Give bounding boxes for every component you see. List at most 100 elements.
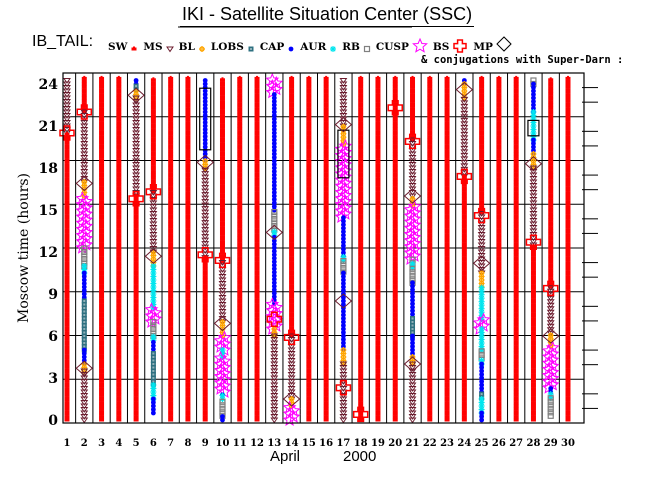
x-tick-label: 3 (98, 438, 105, 449)
cap-segment (81, 270, 87, 304)
ms-mark (80, 375, 89, 382)
x-tick-label: 14 (285, 438, 299, 449)
x-tick-label: 20 (388, 438, 402, 449)
x-tick-label: 13 (267, 438, 281, 449)
cap-mark (220, 417, 225, 423)
lobs-mark (150, 361, 156, 367)
ms-mark (63, 120, 71, 126)
ms-mark (218, 281, 227, 287)
cap-mark (202, 102, 208, 108)
cap-mark (202, 141, 208, 146)
lobs-mark (81, 333, 87, 339)
ms-mark (132, 155, 141, 161)
ms-mark (132, 113, 141, 119)
lobs-mark (150, 358, 156, 363)
legend-label-sw: SW (108, 41, 128, 53)
aur-mark (150, 263, 157, 269)
sw-segment (64, 131, 70, 422)
day-column-12 (254, 75, 260, 422)
ms-mark (132, 151, 141, 158)
y-tick-label: 9 (48, 287, 58, 303)
sw-segment (99, 75, 105, 422)
sw-segment (530, 243, 536, 422)
ms-mark (63, 102, 71, 109)
ms-mark (132, 123, 141, 130)
rb-mark (219, 402, 226, 409)
ms-mark (149, 200, 158, 207)
y-tick-label: 21 (39, 119, 58, 135)
legend-label-aur: AUR (300, 41, 327, 53)
ms-mark (80, 148, 89, 154)
ms-mark (132, 165, 141, 172)
sw-mark (254, 75, 260, 80)
ms-mark (132, 120, 141, 126)
ms-mark (80, 172, 89, 179)
ms-mark (80, 137, 89, 144)
ms-mark (132, 176, 141, 182)
ms-mark (201, 237, 210, 244)
day-column-6 (144, 77, 163, 416)
ms-mark (80, 120, 89, 126)
cap-mark (202, 130, 208, 136)
ms-mark (201, 234, 210, 241)
ms-mark (149, 193, 158, 200)
aur-mark (219, 347, 226, 353)
ms-mark (63, 92, 71, 98)
cap-mark (150, 346, 156, 352)
sw-segment (306, 75, 312, 422)
ms-mark (149, 190, 158, 196)
legend-symbol (288, 46, 294, 52)
ms-segment (63, 78, 71, 137)
x-tick-label: 15 (302, 438, 316, 449)
ms-mark (132, 102, 141, 109)
bl-mark (81, 361, 88, 367)
ms-mark (201, 167, 210, 174)
bl-mark (133, 88, 140, 94)
ms-mark (80, 382, 89, 389)
day-column-8 (185, 75, 191, 422)
ms-mark (63, 85, 71, 91)
ms-mark (80, 403, 89, 410)
cap-mark (202, 81, 208, 87)
ms-mark (132, 158, 141, 165)
aur-mark (150, 382, 157, 388)
sw-mark (150, 77, 156, 82)
cap-mark (81, 354, 87, 360)
sw-segment (289, 75, 295, 338)
ms-mark (63, 113, 71, 119)
ms-mark (80, 417, 89, 424)
aur-mark (478, 284, 485, 291)
satellite-label: IB_TAIL: (32, 33, 94, 50)
rb-mark (81, 248, 88, 256)
sw-mark (237, 75, 243, 80)
ms-mark (201, 248, 210, 255)
day-column-10 (213, 77, 232, 423)
ms-mark (149, 225, 158, 231)
cap-segment (150, 396, 156, 416)
sw-segment (496, 75, 502, 422)
cap-mark (202, 144, 208, 150)
legend-aur-icon (330, 46, 337, 52)
sw-mark (168, 75, 174, 80)
cap-mark (150, 407, 156, 412)
bl-mark (81, 179, 88, 185)
cap-mark (479, 361, 485, 367)
lobs-mark (81, 326, 87, 332)
ms-mark (218, 291, 227, 298)
cap-mark (271, 200, 277, 206)
x-tick-label: 1 (64, 438, 71, 449)
aur-mark (478, 326, 485, 332)
sw-segment (479, 75, 485, 215)
cap-mark (410, 333, 415, 339)
ms-mark (80, 372, 89, 378)
legend-symbol (165, 46, 174, 53)
bl-mark (219, 319, 226, 325)
day-column-5 (132, 78, 141, 422)
x-tick-label: 27 (509, 438, 523, 449)
ms-mark (218, 263, 227, 270)
bl-mark (150, 249, 157, 255)
legend-symbol (248, 46, 254, 52)
x-tick-label: 28 (526, 438, 540, 449)
rb-segment (219, 398, 226, 419)
ms-segment (339, 78, 348, 130)
